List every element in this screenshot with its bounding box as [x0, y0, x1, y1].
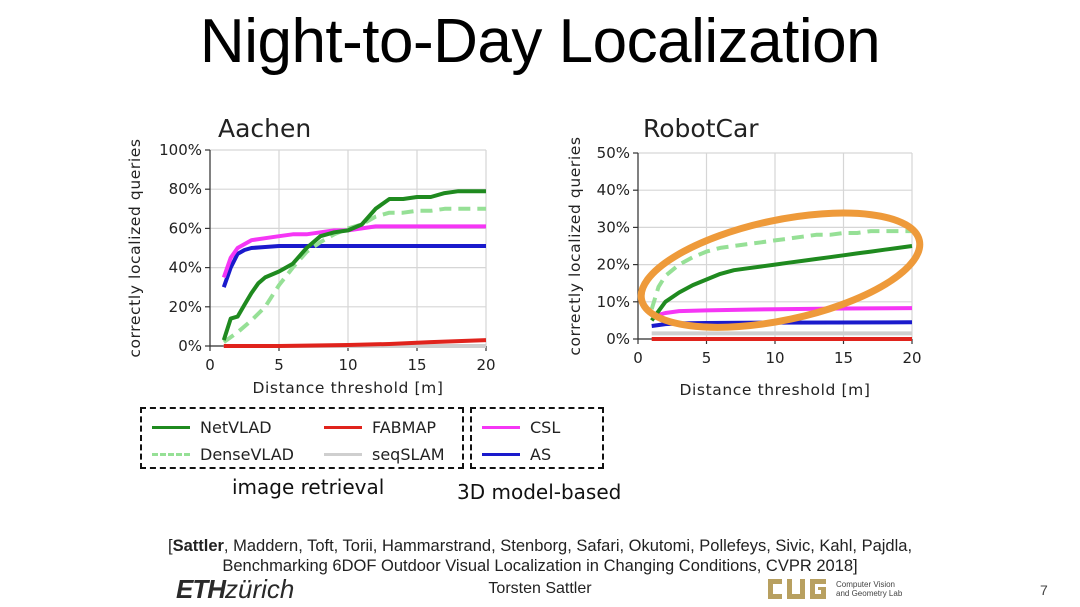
legend-item-netvlad: NetVLAD	[152, 417, 272, 437]
legend-swatch-netvlad	[152, 425, 190, 429]
robotcar-series-densevlad	[649, 229, 912, 310]
robotcar-ytick-label-30: 30%	[597, 218, 630, 236]
legend-swatch-as	[482, 452, 520, 456]
aachen-ytick-label-0: 0%	[178, 337, 202, 355]
robotcar-xtick-label-5: 5	[702, 349, 712, 367]
aachen-xtick-label-10: 10	[338, 356, 357, 374]
citation-line-2: Benchmarking 6DOF Outdoor Visual Localiz…	[222, 557, 858, 575]
legend-3d-model-based: CSL AS	[470, 407, 604, 469]
cvg-letter-g	[810, 579, 826, 599]
robotcar-ytick-label-10: 10%	[597, 293, 630, 311]
legend-label-densevlad: DenseVLAD	[200, 444, 294, 464]
citation: [Sattler, Maddern, Toft, Torii, Hammarst…	[0, 536, 1080, 576]
cvg-logo-text: Computer Vision and Geometry Lab	[836, 580, 902, 598]
aachen-xtick-label-20: 20	[476, 356, 495, 374]
legend-label-csl: CSL	[530, 417, 561, 437]
legend-item-as: AS	[482, 444, 551, 464]
aachen-series-csl	[221, 224, 486, 279]
aachen-ytick-label-100: 100%	[159, 141, 202, 159]
robotcar-y-axis-label: correctly localized queries	[566, 136, 584, 355]
robotcar-xtick-label-15: 15	[834, 349, 853, 367]
presenter-name: Torsten Sattler	[488, 580, 592, 597]
cvg-logo-icon	[768, 579, 826, 599]
robotcar-ytick-label-50: 50%	[597, 144, 630, 162]
citation-lead-author: Sattler	[172, 537, 224, 555]
legend-item-densevlad: DenseVLAD	[152, 444, 294, 464]
aachen-x-axis-label: Distance threshold [m]	[252, 379, 443, 397]
legend-item-seqslam: seqSLAM	[324, 444, 445, 464]
legend-swatch-densevlad	[152, 452, 190, 456]
cvg-logo: Computer Vision and Geometry Lab	[766, 576, 902, 602]
citation-open-bracket: [	[167, 537, 173, 555]
aachen-series-netvlad	[221, 189, 486, 341]
robotcar-highlight-ellipse	[637, 209, 924, 331]
aachen-xtick-label-0: 0	[205, 356, 215, 374]
eth-logo-bold: ETH	[176, 574, 226, 604]
aachen-y-axis-label: correctly localized queries	[126, 138, 144, 357]
robotcar-xtick-label-10: 10	[765, 349, 784, 367]
aachen-series-fabmap	[223, 338, 487, 348]
citation-authors: , Maddern, Toft, Torii, Hammarstrand, St…	[223, 537, 913, 555]
legend-swatch-fabmap	[324, 425, 362, 429]
citation-line-1: [Sattler, Maddern, Toft, Torii, Hammarst…	[0, 536, 1080, 556]
robotcar-chart-title: RobotCar	[643, 114, 759, 143]
aachen-chart-title: Aachen	[218, 114, 311, 143]
robotcar-x-axis-label: Distance threshold [m]	[679, 381, 870, 399]
legend-item-fabmap: FABMAP	[324, 417, 436, 437]
eth-logo-rest: zürich	[225, 574, 295, 604]
legend-swatch-csl	[482, 425, 520, 429]
aachen-xtick-label-15: 15	[407, 356, 426, 374]
slide-title: Night-to-Day Localization	[199, 7, 881, 76]
robotcar-series-netvlad	[650, 244, 913, 322]
aachen-ytick-label-60: 60%	[169, 219, 202, 237]
cvg-letter-v	[787, 579, 805, 599]
aachen-series-as	[221, 244, 486, 288]
aachen-ytick-label-80: 80%	[169, 180, 202, 198]
robotcar-ytick-label-20: 20%	[597, 256, 630, 274]
eth-zurich-logo: ETHzürich	[176, 574, 294, 605]
group-label-image-retrieval: image retrieval	[232, 475, 385, 499]
aachen-ytick-label-40: 40%	[169, 259, 202, 277]
robotcar-xtick-label-20: 20	[902, 349, 921, 367]
legend-label-seqslam: seqSLAM	[372, 444, 445, 464]
cvg-text-line-1: Computer Vision	[836, 580, 895, 589]
legend-swatch-seqslam	[324, 452, 362, 456]
cvg-letter-c	[768, 579, 782, 599]
cvg-text-line-2: and Geometry Lab	[836, 589, 903, 598]
robotcar-ytick-label-0: 0%	[606, 330, 630, 348]
page-number: 7	[1040, 582, 1048, 598]
legend-image-retrieval: NetVLAD DenseVLAD FABMAP seqSLAM	[140, 407, 464, 469]
legend-item-csl: CSL	[482, 417, 560, 437]
group-label-3d-model-based: 3D model-based	[457, 480, 622, 504]
aachen-xtick-label-5: 5	[274, 356, 284, 374]
legend-label-netvlad: NetVLAD	[200, 417, 272, 437]
legend-label-fabmap: FABMAP	[372, 417, 437, 437]
robotcar-ytick-label-40: 40%	[597, 181, 630, 199]
aachen-ytick-label-20: 20%	[169, 298, 202, 316]
legend-label-as: AS	[530, 444, 552, 464]
robotcar-xtick-label-0: 0	[633, 349, 643, 367]
